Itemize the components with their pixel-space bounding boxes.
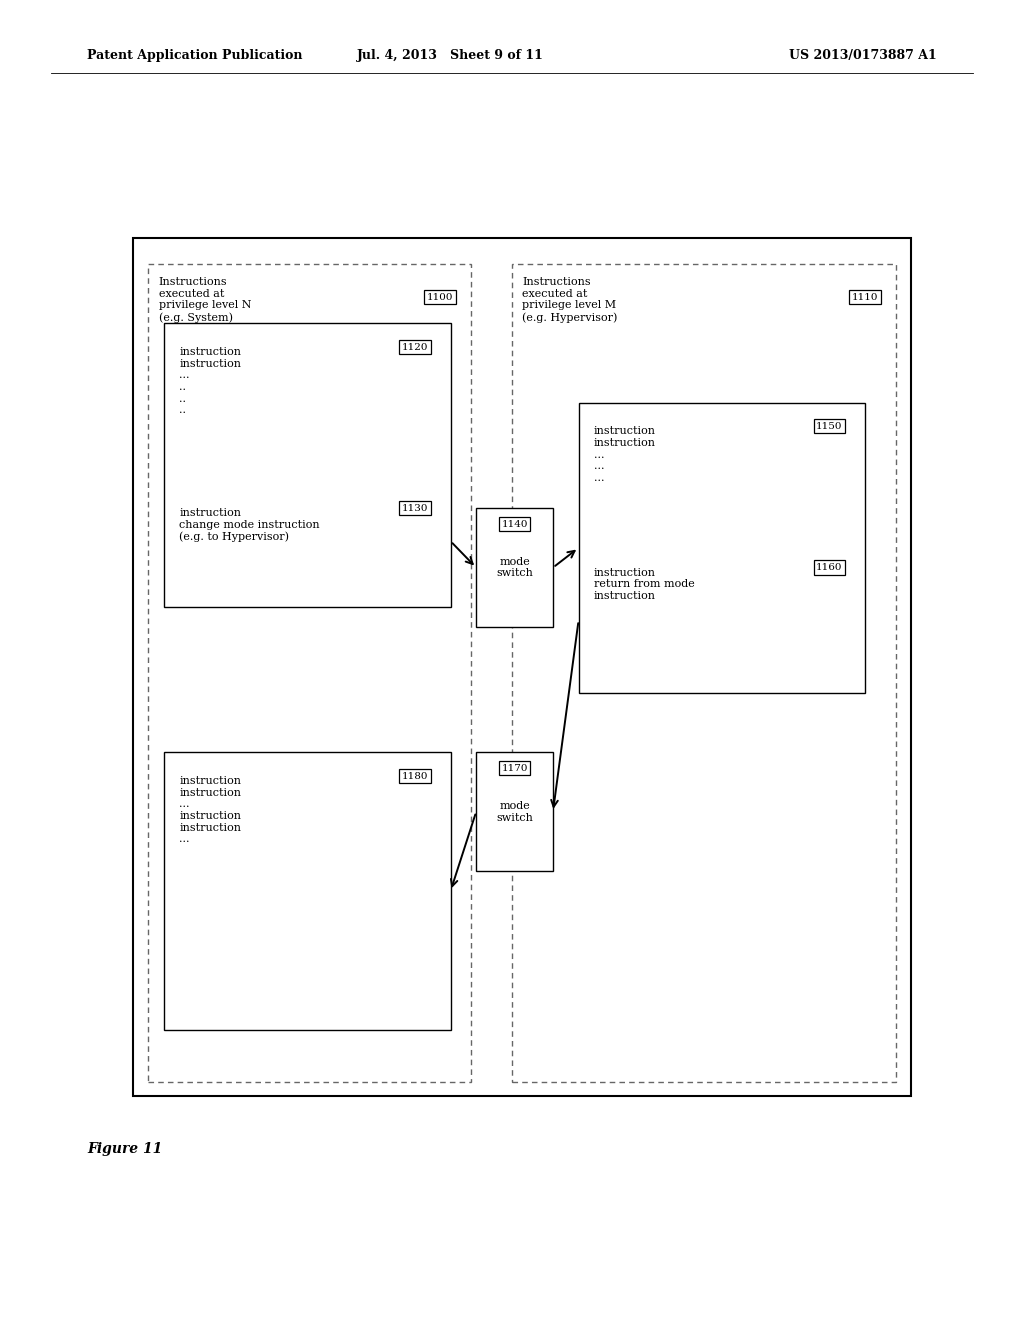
Text: instruction
change mode instruction
(e.g. to Hypervisor): instruction change mode instruction (e.g… xyxy=(179,508,319,543)
Text: 1110: 1110 xyxy=(852,293,879,301)
Text: Instructions
executed at
privilege level M
(e.g. Hypervisor): Instructions executed at privilege level… xyxy=(522,277,617,322)
Text: Patent Application Publication: Patent Application Publication xyxy=(87,49,302,62)
Bar xyxy=(164,323,451,607)
Text: 1100: 1100 xyxy=(427,293,454,301)
Text: Instructions
executed at
privilege level N
(e.g. System): Instructions executed at privilege level… xyxy=(159,277,251,322)
Text: instruction
instruction
...
instruction
instruction
...: instruction instruction ... instruction … xyxy=(179,776,242,845)
Bar xyxy=(148,264,471,1082)
Bar xyxy=(579,403,865,693)
Text: 1150: 1150 xyxy=(816,422,843,430)
Text: 1140: 1140 xyxy=(502,520,527,528)
Text: instruction
instruction
...
..
..
..: instruction instruction ... .. .. .. xyxy=(179,347,242,416)
Text: 1160: 1160 xyxy=(816,564,843,572)
Bar xyxy=(133,238,911,1096)
Text: 1120: 1120 xyxy=(401,343,428,351)
Bar xyxy=(512,264,896,1082)
Text: Figure 11: Figure 11 xyxy=(87,1142,162,1156)
Bar xyxy=(476,752,553,871)
Text: Jul. 4, 2013   Sheet 9 of 11: Jul. 4, 2013 Sheet 9 of 11 xyxy=(357,49,544,62)
Text: instruction
instruction
...
...
...: instruction instruction ... ... ... xyxy=(594,426,656,483)
Bar xyxy=(476,508,553,627)
Text: instruction
return from mode
instruction: instruction return from mode instruction xyxy=(594,568,694,601)
Text: 1130: 1130 xyxy=(401,504,428,512)
Text: mode
switch: mode switch xyxy=(496,801,534,822)
Text: 1180: 1180 xyxy=(401,772,428,780)
Text: US 2013/0173887 A1: US 2013/0173887 A1 xyxy=(790,49,937,62)
Text: 1170: 1170 xyxy=(502,764,527,772)
Text: mode
switch: mode switch xyxy=(496,557,534,578)
Bar xyxy=(164,752,451,1030)
